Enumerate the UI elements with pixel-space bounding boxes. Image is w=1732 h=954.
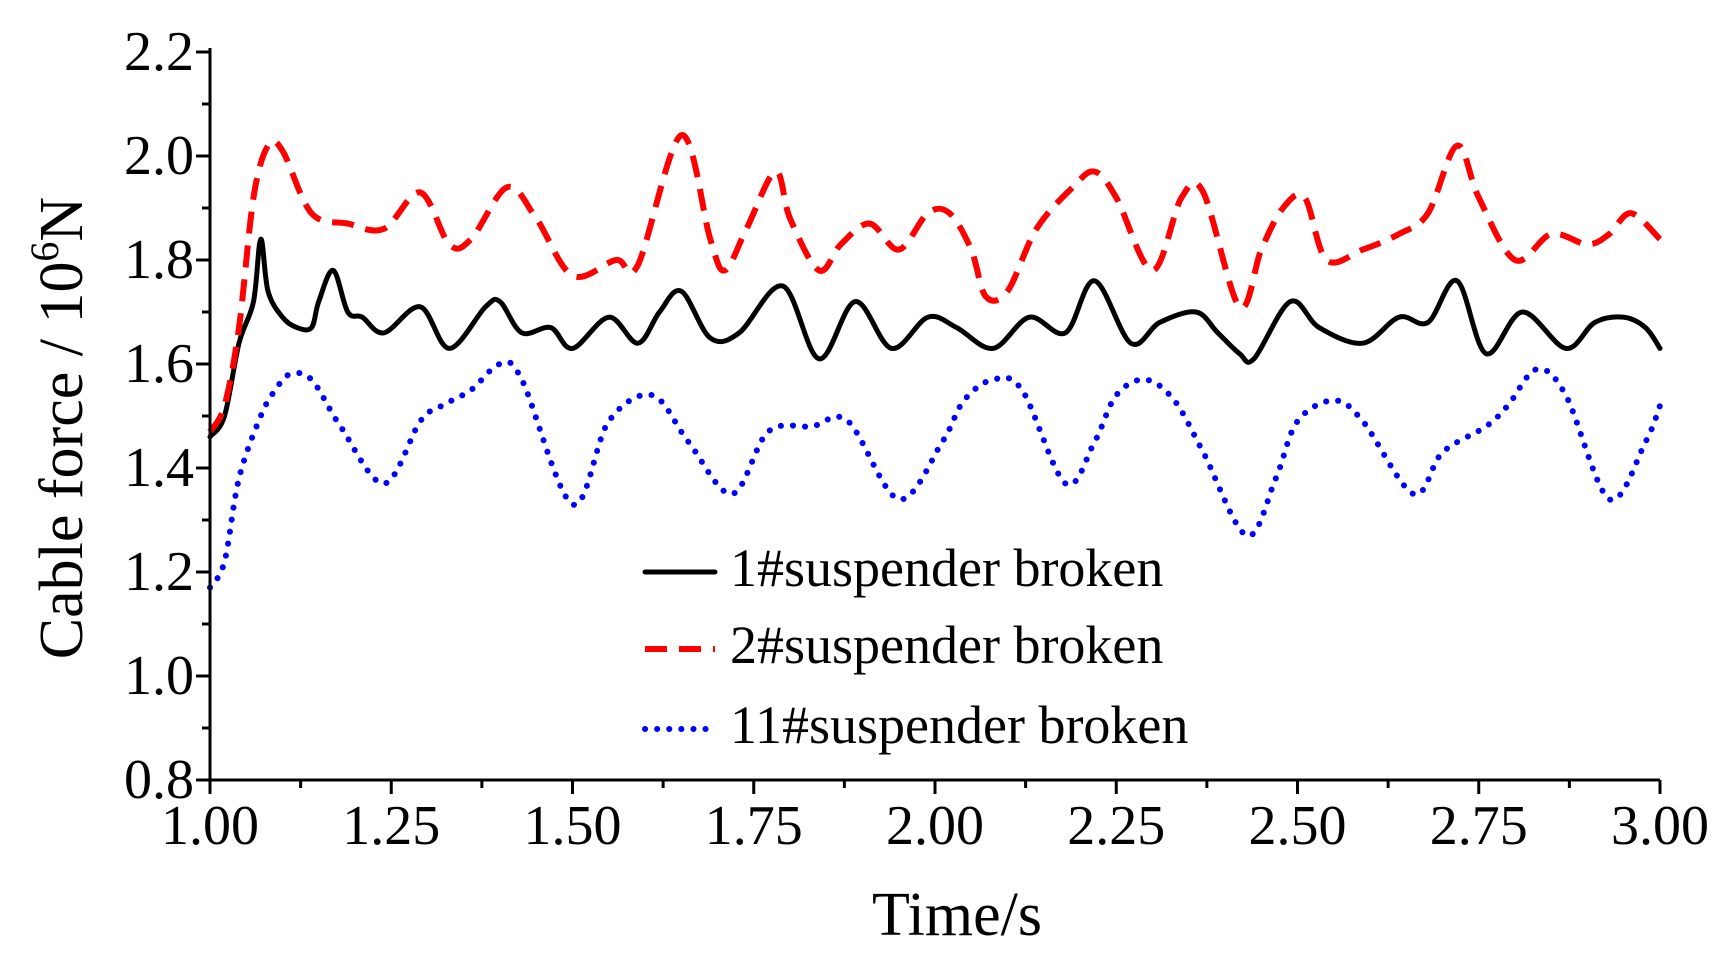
- legend: 1#suspender broken 2#suspender broken 11…: [642, 538, 1188, 755]
- x-axis-title: Time/s: [872, 881, 1042, 949]
- tick-layer: 1.00 1.25 1.50 1.75 2.00 2.25 2.50 2.75 3.00 0.8 1…: [124, 21, 1709, 857]
- y-axis-title-main: Cable force / 10: [28, 262, 96, 660]
- x-tick-label: 1.75: [705, 795, 803, 857]
- y-axis-title-superscript: 6: [22, 242, 67, 262]
- y-axis-title: Cable force / 106N: [22, 197, 96, 659]
- series-layer: [207, 132, 1663, 591]
- x-tick-label: 2.00: [886, 795, 984, 857]
- y-tick-label: 1.2: [124, 541, 194, 603]
- legend-label-1: 1#suspender broken: [730, 538, 1163, 598]
- series-line-1: [207, 236, 1663, 440]
- legend-label-2: 2#suspender broken: [730, 615, 1163, 675]
- y-tick-label: 1.4: [124, 437, 194, 499]
- x-tick-label: 1.50: [524, 795, 622, 857]
- x-tick-label: 2.75: [1430, 795, 1528, 857]
- y-tick-label: 1.6: [124, 333, 194, 395]
- x-tick-label: 1.25: [342, 795, 440, 857]
- series-line-3: [207, 359, 1663, 591]
- y-tick-label: 2.2: [124, 21, 194, 83]
- x-tick-label: 2.25: [1067, 795, 1165, 857]
- y-axis-title-unit: N: [28, 197, 96, 242]
- x-tick-label: 2.50: [1249, 795, 1347, 857]
- y-tick-label: 1.0: [124, 645, 194, 707]
- series-line-2: [207, 132, 1663, 434]
- y-tick-label: 2.0: [124, 125, 194, 187]
- x-tick-label: 1.00: [161, 795, 259, 857]
- y-tick-label: 0.8: [124, 749, 194, 811]
- y-tick-label: 1.8: [124, 229, 194, 291]
- x-tick-label: 3.00: [1611, 795, 1709, 857]
- legend-label-3: 11#suspender broken: [730, 695, 1188, 755]
